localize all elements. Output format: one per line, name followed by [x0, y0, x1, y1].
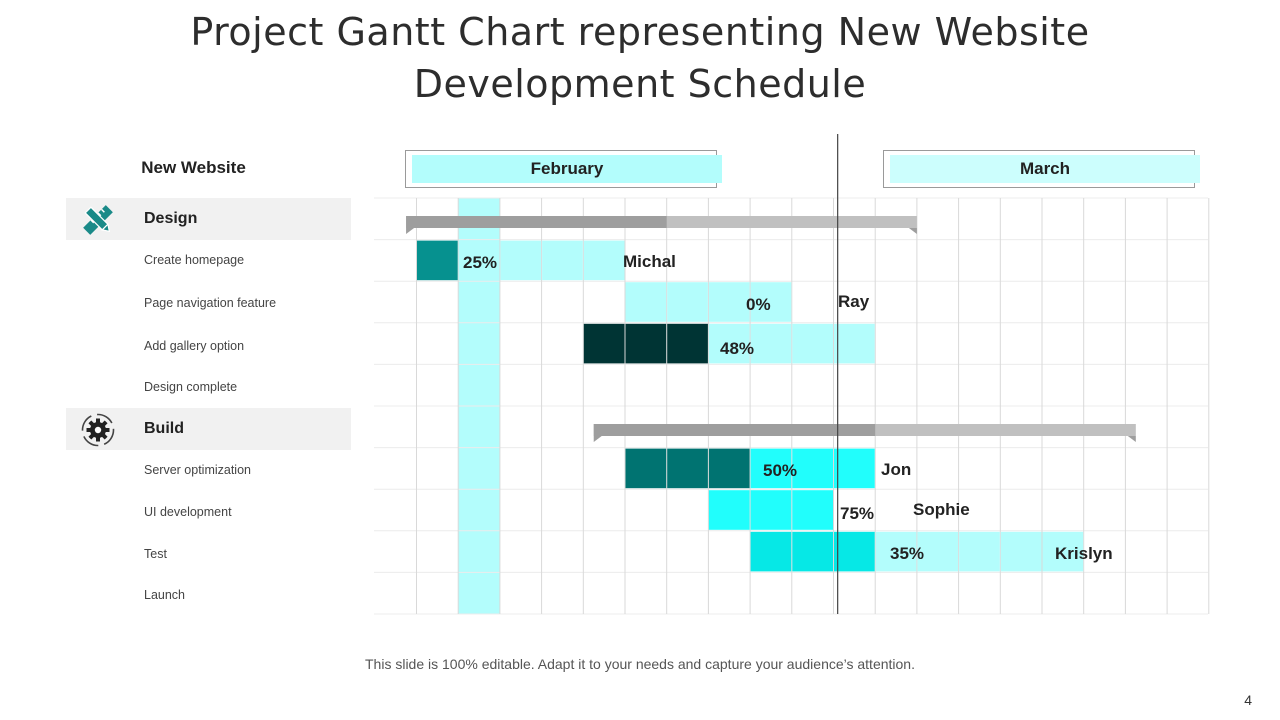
task-bar-cell — [750, 490, 792, 530]
summary-bar-cap-end — [908, 228, 917, 234]
percent-label: 50% — [763, 461, 797, 480]
percent-label: 0% — [746, 295, 771, 314]
task-bar-cell — [667, 282, 708, 322]
task-bar-cell — [792, 323, 833, 364]
task-bar-cell — [542, 240, 583, 281]
gear-cycle-icon — [81, 413, 115, 447]
task-bar-cell — [667, 323, 708, 364]
task-bar-cell — [959, 531, 1000, 572]
task-bar-cell — [708, 448, 750, 489]
task-bar-cell — [750, 323, 792, 364]
task-bar-cell — [708, 490, 750, 530]
task-label-add-gallery: Add gallery option — [144, 339, 245, 353]
title-line-1: Project Gantt Chart representing New Web… — [190, 10, 1090, 54]
task-label-page-navigation: Page navigation feature — [144, 296, 277, 310]
phase-row-build: Build — [66, 408, 351, 450]
page-title: Project Gantt Chart representing New Web… — [0, 6, 1280, 110]
task-bar-cell — [750, 282, 792, 322]
task-bar-cell — [750, 448, 792, 489]
owner-label: Ray — [838, 292, 870, 311]
task-bar-cell — [792, 490, 833, 530]
column-title: New Website — [141, 158, 246, 177]
owner-label: Jon — [881, 460, 911, 479]
owner-label: Krislyn — [1055, 544, 1113, 563]
task-bar-cell — [625, 323, 667, 364]
task-bar-cell — [708, 323, 750, 364]
task-bar-cell — [792, 448, 833, 489]
page-number: 4 — [1244, 692, 1252, 708]
task-label-ui-development: UI development — [144, 505, 232, 519]
task-bar-cell — [1000, 531, 1042, 572]
phase-row-design: Design — [66, 198, 351, 240]
task-bar-cell — [417, 240, 458, 281]
phase-label-build: Build — [144, 420, 184, 437]
percent-label: 48% — [720, 339, 754, 358]
task-bar-cell — [750, 531, 792, 572]
month-header-march: March — [883, 150, 1200, 188]
task-bar-cell — [875, 531, 917, 572]
task-bar-cell — [625, 448, 667, 489]
phase-label-design: Design — [144, 210, 198, 227]
title-line-2: Development Schedule — [413, 62, 867, 106]
summary-bar-progress-design — [406, 216, 667, 228]
owner-label: Sophie — [913, 500, 970, 519]
task-label-test: Test — [144, 547, 167, 561]
footer-note: This slide is 100% editable. Adapt it to… — [365, 656, 915, 672]
owner-label: Michal — [623, 252, 676, 271]
task-bar-cell — [834, 448, 875, 489]
percent-label: 25% — [463, 253, 497, 272]
summary-bar-cap-start — [593, 436, 602, 442]
task-bar-cell — [792, 531, 833, 572]
task-bar-cell — [667, 448, 708, 489]
task-bar-cell — [500, 240, 542, 281]
task-bar-cell — [917, 531, 959, 572]
month-header-february: February — [405, 150, 722, 188]
task-bar-cell — [708, 282, 750, 322]
percent-label: 75% — [840, 504, 874, 523]
summary-bar-cap-start — [406, 228, 415, 234]
task-bar-cell — [583, 323, 625, 364]
task-label-design-complete: Design complete — [144, 380, 238, 394]
task-bar-cell — [583, 240, 625, 281]
month-label-march: March — [890, 155, 1200, 183]
task-bar-cell — [458, 240, 500, 281]
task-bar-cell — [625, 282, 667, 322]
pencil-ruler-icon — [83, 205, 113, 235]
percent-label: 35% — [890, 544, 924, 563]
task-label-server-optimization: Server optimization — [144, 463, 251, 477]
task-bar-cell — [834, 323, 875, 364]
task-bar-cell — [834, 531, 875, 572]
summary-bar-cap-end — [1127, 436, 1136, 442]
task-label-launch: Launch — [144, 588, 186, 602]
task-label-create-homepage: Create homepage — [144, 253, 245, 267]
summary-bar-progress-build — [593, 424, 876, 436]
month-label-february: February — [412, 155, 722, 183]
task-bar-cell — [1042, 531, 1084, 572]
